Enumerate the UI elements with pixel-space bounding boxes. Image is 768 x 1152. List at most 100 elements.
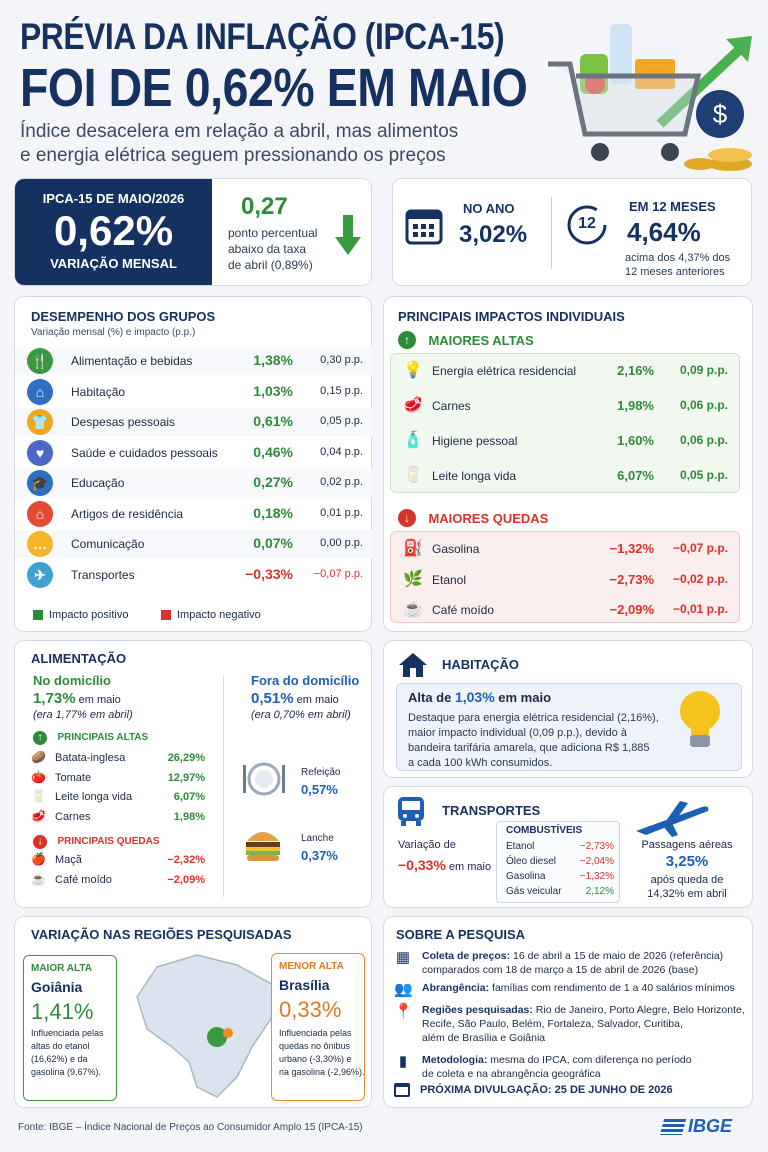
group-row: ⌂ Habitação 1,03% 0,15 p.p. — [15, 378, 373, 406]
subtitle-line-2: e energia elétrica seguem pressionando o… — [20, 145, 446, 166]
about-item-bold: Coleta de preços: — [422, 950, 511, 962]
food-away-value-number: 0,51% — [251, 690, 294, 707]
impact-row: 🧴 Higiene pessoal 1,60% 0,06 p.p. — [392, 425, 739, 457]
map-pin-icon: 📍 — [394, 1003, 413, 1020]
housing-text: Destaque para energia elétrica residenci… — [408, 711, 659, 771]
impact-pp: 0,06 p.p. — [679, 433, 728, 447]
gas-pump-icon: ⛽ — [403, 540, 423, 557]
diff-value: 0,27 — [241, 193, 288, 220]
lows-label: MAIORES QUEDAS — [428, 510, 549, 526]
housing-card: HABITAÇÃO Alta de 1,03% em maio Destaque… — [383, 640, 753, 778]
transport-var-value: −0,33% em maio — [398, 857, 491, 873]
people-icon: 👥 — [394, 981, 413, 998]
brasilia-box — [271, 953, 365, 1101]
snack-value: 0,37% — [301, 848, 338, 863]
group-row: 🎓 Educação 0,27% 0,02 p.p. — [15, 469, 373, 497]
housing-text-line: a cada 100 kWh consumidos. — [408, 757, 553, 769]
about-item-line: Regiões pesquisadas: Rio de Janeiro, Por… — [422, 1003, 748, 1017]
transport-title: TRANSPORTES — [442, 803, 541, 818]
food-home-suffix: em maio — [75, 694, 121, 706]
food-item-value: 1,98% — [173, 810, 205, 823]
fuels-box — [496, 821, 620, 903]
legend-negative-swatch — [161, 610, 171, 621]
house-icon — [398, 651, 428, 684]
twelve-label: EM 12 MESES — [629, 199, 716, 214]
ibge-logo-text: IBGE — [688, 1116, 733, 1136]
goiania-note-line: altas do etanol — [31, 1041, 90, 1051]
impacts-title: PRINCIPAIS IMPACTOS INDIVIDUAIS — [398, 309, 625, 324]
regions-card: VARIAÇÃO NAS REGIÕES PESQUISADAS MAIOR A… — [14, 916, 372, 1108]
bus-icon — [396, 795, 426, 832]
housing-text-line: bandeira tarifária amarela, que adiciona… — [408, 742, 650, 754]
legend-positive-label: Impacto positivo — [49, 609, 129, 621]
food-item: 🥔 Batata-inglesa 26,29% — [29, 749, 219, 769]
food-item-name: Leite longa vida — [55, 791, 133, 803]
headline-navy-block: IPCA-15 DE MAIO/2026 0,62% VARIAÇÃO MENS… — [15, 179, 212, 285]
food-item: 🍎 Maçã −2,32% — [29, 851, 219, 871]
food-away-prev: (era 0,70% em abril) — [251, 709, 351, 721]
food-highs-header: ↑ PRINCIPAIS ALTAS — [33, 729, 148, 747]
brasilia-note: Influenciada pelas quedas no ônibus urba… — [279, 1027, 365, 1079]
home-goods-icon: ⌂ — [27, 500, 53, 527]
source-note: Fonte: IBGE – Índice Nacional de Preços … — [18, 1122, 363, 1133]
food-item: ☕ Café moído −2,09% — [29, 871, 219, 891]
legend-negative: Impacto negativo — [161, 609, 261, 621]
impact-value: 1,60% — [617, 433, 654, 448]
highs-list: 💡 Energia elétrica residencial 2,16% 0,09 p… — [384, 355, 754, 495]
lows-box — [390, 531, 740, 623]
legend-positive-swatch — [33, 610, 43, 621]
food-highs-list: 🥔 Batata-inglesa 26,29% 🍅 Tomate 12,97% 🥛 Leite… — [29, 749, 219, 829]
food-item-icon: 🥛 — [31, 789, 46, 803]
impact-value: 6,07% — [617, 468, 654, 483]
brasilia-note-line: urbano (-3,30%) e — [279, 1054, 352, 1064]
twelve-value: 4,64% — [627, 217, 701, 247]
fuel-name: Gasolina — [506, 871, 546, 882]
diff-text-2: abaixo da taxa — [228, 242, 307, 256]
food-lows-label: PRINCIPAIS QUEDAS — [57, 836, 160, 848]
food-item-name: Café moído — [55, 873, 112, 886]
goiania-note: Influenciada pelas altas do etanol (16,6… — [31, 1027, 104, 1079]
food-item-icon: ☕ — [31, 871, 46, 886]
annual-card: NO ANO 3,02% 12 EM 12 MESES 4,64% acima … — [392, 178, 752, 286]
impact-name: Leite longa vida — [432, 469, 517, 483]
group-value: 0,61% — [253, 413, 293, 429]
light-bulb-icon: 💡 — [403, 362, 423, 379]
about-item-bold: Metodologia: — [422, 1054, 488, 1066]
food-away-label: Fora do domicílio — [251, 673, 360, 688]
group-impact: 0,00 p.p. — [320, 537, 363, 549]
group-impact: 0,02 p.p. — [320, 476, 363, 488]
about-item-line: comparados com 18 de março a 15 de abril… — [422, 964, 699, 976]
impact-value: −1,32% — [609, 541, 654, 556]
food-item-value: 6,07% — [173, 791, 205, 803]
group-impact: 0,15 p.p. — [320, 384, 363, 397]
soap-bottle-icon: 🧴 — [403, 432, 423, 449]
food-highs-label: PRINCIPAIS ALTAS — [57, 732, 149, 744]
group-name: Alimentação e bebidas — [71, 354, 193, 368]
page-title-line2: FOI DE 0,62% EM MAIO — [20, 58, 528, 118]
group-value: 1,38% — [253, 352, 293, 368]
groups-list: 🍴 Alimentação e bebidas 1,38% 0,30 p.p. ⌂ Hab… — [15, 347, 373, 597]
group-name: Comunicação — [71, 537, 145, 551]
fork-knife-icon: 🍴 — [27, 348, 53, 374]
diff-text-1: ponto percentual — [228, 226, 318, 240]
food-item-value: −2,32% — [167, 854, 205, 866]
subtitle-line-1: Índice desacelera em relação a abril, ma… — [20, 121, 459, 142]
transport-var-label: Variação de — [398, 839, 456, 851]
cycle-12-number: 12 — [578, 215, 596, 232]
goiania-city: Goiânia — [31, 979, 83, 995]
impact-pp: 0,05 p.p. — [679, 468, 728, 482]
food-item-name: Maçã — [55, 854, 82, 866]
impact-name: Gasolina — [432, 542, 480, 556]
brasilia-note-line: na gasolina (-2,96%). — [279, 1067, 365, 1077]
snack-label: Lanche — [301, 833, 334, 844]
about-item-text: Metodologia: mesma do IPCA, com diferenç… — [422, 1053, 748, 1081]
groups-subtitle: Variação mensal (%) e impacto (p.p.) — [31, 327, 196, 338]
plate-icon — [241, 759, 287, 804]
fuel-name: Gás veicular — [506, 886, 562, 897]
legend-positive: Impacto positivo — [33, 609, 128, 621]
next-release: PRÓXIMA DIVULGAÇÃO: 25 DE JUNHO DE 2026 — [394, 1083, 673, 1097]
group-value: 1,03% — [253, 382, 293, 399]
transport-var-number: −0,33% — [398, 857, 446, 873]
group-name: Transportes — [71, 567, 135, 582]
arrow-up-circle-icon: ↑ — [33, 730, 47, 745]
